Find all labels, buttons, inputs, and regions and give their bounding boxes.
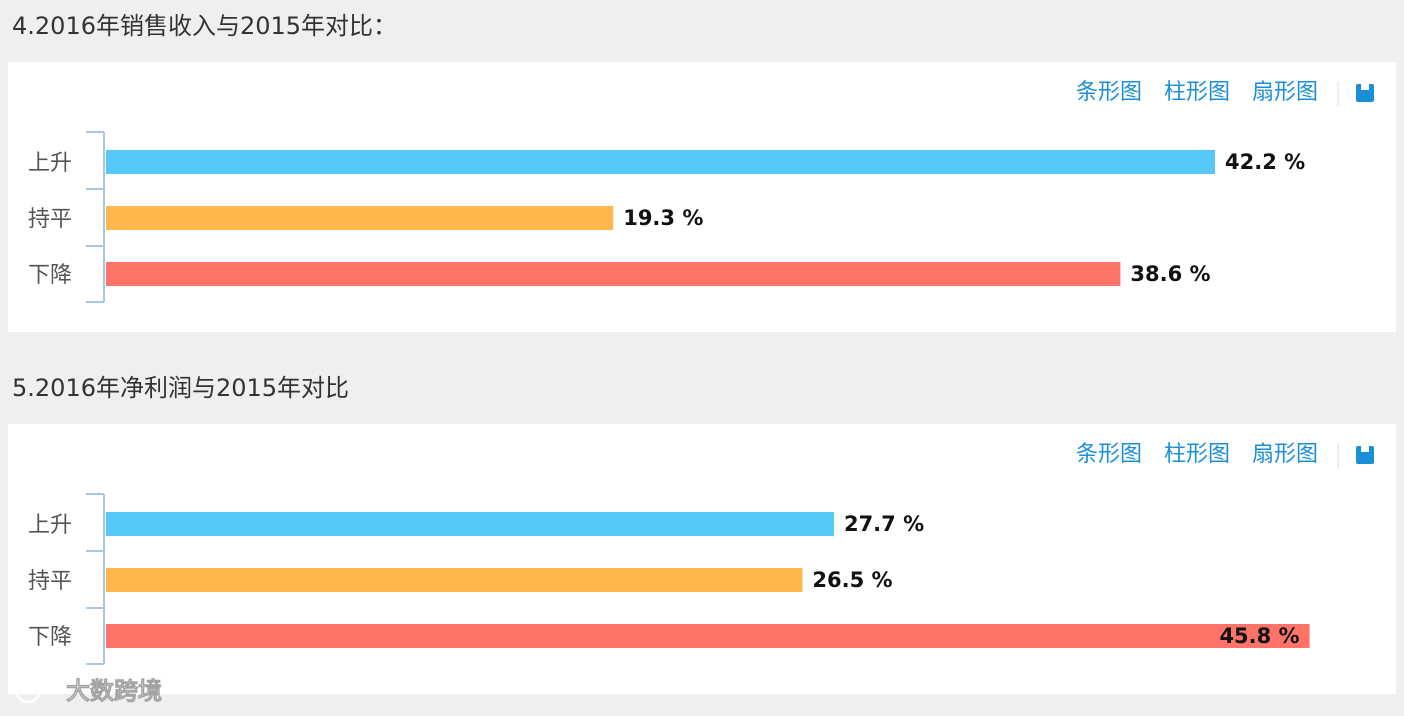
category-label: 上升 xyxy=(28,513,72,538)
chart-panel xyxy=(8,62,1396,332)
save-icon[interactable] xyxy=(1356,84,1374,102)
value-label: 19.3 % xyxy=(623,206,703,230)
category-label: 下降 xyxy=(28,625,72,650)
value-label: 42.2 % xyxy=(1225,150,1305,174)
chart-type-button[interactable]: 柱形图 xyxy=(1164,442,1230,467)
bar xyxy=(106,568,803,592)
category-label: 持平 xyxy=(28,569,72,594)
chart-type-button[interactable]: 条形图 xyxy=(1076,442,1142,467)
section-title: 5.2016年净利润与2015年对比 xyxy=(12,374,349,402)
value-label: 45.8 % xyxy=(1219,624,1299,648)
save-icon[interactable] xyxy=(1356,446,1374,464)
save-icon-slot xyxy=(1361,84,1369,90)
chart-type-button[interactable]: 扇形图 xyxy=(1252,80,1318,105)
value-label: 26.5 % xyxy=(812,568,892,592)
category-label: 下降 xyxy=(28,263,72,288)
chart-panel xyxy=(8,424,1396,694)
section-title: 4.2016年销售收入与2015年对比： xyxy=(12,12,397,40)
chart-type-button[interactable]: 条形图 xyxy=(1076,80,1142,105)
value-label: 27.7 % xyxy=(844,512,924,536)
bar xyxy=(106,150,1216,174)
chart-type-button[interactable]: 柱形图 xyxy=(1164,80,1230,105)
bar xyxy=(106,206,614,230)
bar xyxy=(106,512,834,536)
chart-type-button[interactable]: 扇形图 xyxy=(1252,442,1318,467)
category-label: 上升 xyxy=(28,151,72,176)
category-label: 持平 xyxy=(28,207,72,232)
watermark-logo xyxy=(14,676,42,704)
watermark: 大数跨境 xyxy=(66,677,162,705)
bar xyxy=(106,262,1121,286)
bar xyxy=(106,624,1310,648)
save-icon-slot xyxy=(1361,446,1369,452)
value-label: 38.6 % xyxy=(1130,262,1210,286)
